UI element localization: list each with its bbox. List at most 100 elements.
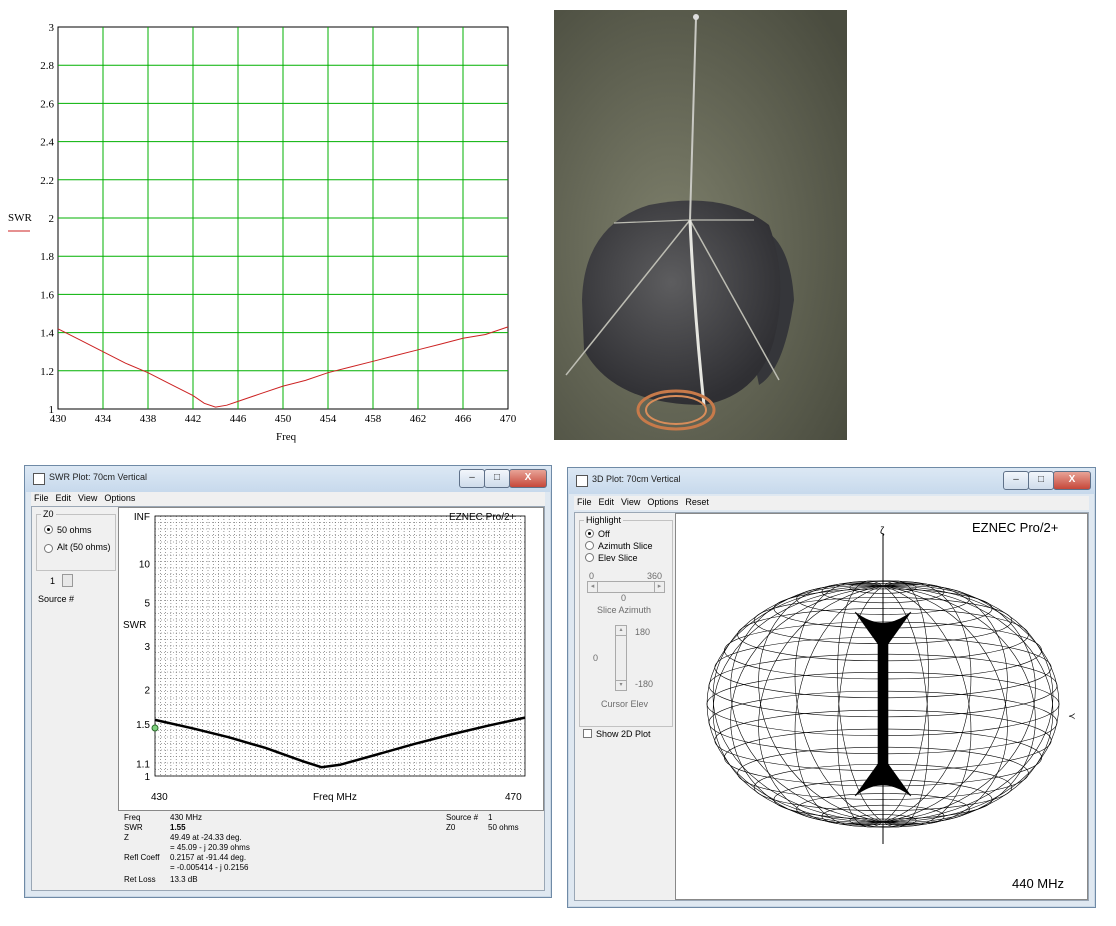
chart-grid <box>58 27 508 409</box>
plot3d-window: 3D Plot: 70cm Vertical – □ X File Edit Vie… <box>567 467 1096 908</box>
swr-y-tick-label: INF <box>134 512 150 523</box>
menu-file[interactable]: File <box>577 497 592 507</box>
x-min-label: 430 <box>151 792 168 803</box>
close-button[interactable]: X <box>1053 471 1091 490</box>
app-icon <box>33 473 45 485</box>
x-tick-label: 462 <box>410 413 427 425</box>
y-tick-label: 2.2 <box>40 175 54 187</box>
menu-file[interactable]: File <box>34 493 49 503</box>
radio-icon <box>585 541 594 550</box>
plot3d-menubar: File Edit View Options Reset <box>574 496 1089 510</box>
slider-right-arrow-icon[interactable]: ▸ <box>654 582 664 592</box>
plot-dot-grid <box>154 515 526 777</box>
swr-y-tick-label: 5 <box>144 599 150 610</box>
plot3d-window-title: 3D Plot: 70cm Vertical <box>592 474 681 484</box>
swr-y-tick-label: 1.1 <box>136 760 150 771</box>
info-source-label: Source # <box>446 813 479 822</box>
y-tick-label: 1.4 <box>40 328 54 340</box>
y-axis-title: SWR <box>123 620 146 631</box>
x-axis-marker: ≺ <box>1068 711 1076 721</box>
y-axis-label: SWR <box>8 212 33 224</box>
maximize-button[interactable]: □ <box>1028 471 1054 490</box>
slider-left-arrow-icon[interactable]: ◂ <box>588 582 598 592</box>
3d-pattern-plot: EZNEC Pro/2+ ζ ≺ 440 MHz <box>706 520 1076 891</box>
menu-options[interactable]: Options <box>647 497 679 507</box>
swr-y-tick-label: 10 <box>139 559 151 570</box>
info-refl-value1: 0.2157 at -91.44 deg. <box>170 853 247 862</box>
x-tick-label: 466 <box>455 413 472 425</box>
y-tick-label: 2.6 <box>40 98 54 110</box>
swr-y-tick-label: 1 <box>144 772 150 783</box>
z0-option-alt[interactable]: Alt (50 ohms) <box>44 542 112 553</box>
radio-icon <box>585 529 594 538</box>
y-tick-label: 1.2 <box>40 366 54 378</box>
info-source-value: 1 <box>488 813 493 822</box>
menu-view[interactable]: View <box>621 497 641 507</box>
slider-up-arrow-icon[interactable]: ▴ <box>616 626 626 636</box>
frequency-label: 440 MHz <box>1012 876 1064 891</box>
checkbox-icon <box>583 729 592 738</box>
radio-icon <box>44 525 53 534</box>
azimuth-slice-option[interactable]: Azimuth Slice <box>585 541 653 551</box>
slider-down-arrow-icon[interactable]: ▾ <box>616 680 626 690</box>
z-axis-marker: ζ <box>880 526 885 537</box>
x-tick-label: 454 <box>320 413 337 425</box>
source-spinner[interactable]: 1 <box>50 574 73 587</box>
swr-info-panel: Freq 430 MHz SWR 1.55 Z 49.49 at -24.33 … <box>118 811 542 889</box>
info-freq-value: 430 MHz <box>170 813 203 822</box>
app-icon <box>576 475 588 487</box>
info-freq-label: Freq <box>124 813 141 822</box>
radio-icon <box>44 544 53 553</box>
y-tick-label: 2.4 <box>40 137 54 149</box>
menu-edit[interactable]: Edit <box>55 493 72 503</box>
el-value: 0 <box>593 653 599 663</box>
x-tick-labels: 430 434 438 442 446 450 454 458 462 466 470 <box>50 413 517 425</box>
x-tick-label: 458 <box>365 413 382 425</box>
x-tick-label: 446 <box>230 413 247 425</box>
el-label: Cursor Elev <box>601 699 649 709</box>
maximize-button[interactable]: □ <box>484 469 510 488</box>
x-tick-label: 434 <box>95 413 112 425</box>
az-max-label: 360 <box>647 571 663 581</box>
swr-plot: EZNEC Pro/2+ SWR INF 10 5 3 2 1.5 1.11 430 Fre… <box>123 512 526 803</box>
plot3d-window-titlebar[interactable]: 3D Plot: 70cm Vertical – □ X <box>568 468 1095 494</box>
menu-edit[interactable]: Edit <box>598 497 615 507</box>
menu-reset[interactable]: Reset <box>685 497 709 507</box>
y-tick-label: 2 <box>49 213 55 225</box>
radio-icon <box>585 553 594 562</box>
close-button[interactable]: X <box>509 469 547 488</box>
swr-client-area: Z0 50 ohms Alt (50 ohms) 1 Source # EZNE… <box>31 506 545 891</box>
swr-curve <box>154 716 526 769</box>
info-swr-value: 1.55 <box>170 823 186 832</box>
info-ret-label: Ret Loss <box>124 875 156 884</box>
azimuth-slider[interactable]: ◂ ▸ <box>587 581 665 593</box>
x-tick-label: 450 <box>275 413 292 425</box>
el-min-label: -180 <box>635 679 654 689</box>
az-label: Slice Azimuth <box>597 605 652 615</box>
minimize-button[interactable]: – <box>1003 471 1029 490</box>
highlight-off-option[interactable]: Off <box>585 529 610 539</box>
info-z0-label: Z0 <box>446 823 456 832</box>
swr-window-titlebar[interactable]: SWR Plot: 70cm Vertical – □ X <box>25 466 551 492</box>
plot3d-panel: EZNEC Pro/2+ ζ ≺ 440 MHz <box>675 513 1088 900</box>
elev-slice-option[interactable]: Elev Slice <box>585 553 638 563</box>
info-ret-value: 13.3 dB <box>170 875 198 884</box>
minimize-button[interactable]: – <box>459 469 485 488</box>
swr-plot-window: SWR Plot: 70cm Vertical – □ X File Edit Vi… <box>24 465 552 898</box>
elevation-slider[interactable]: ▴ ▾ <box>615 625 627 691</box>
info-z-label: Z <box>124 833 129 842</box>
show-2d-plot-checkbox[interactable]: Show 2D Plot <box>583 729 651 739</box>
brand-label: EZNEC Pro/2+ <box>449 512 516 523</box>
z0-option-50[interactable]: 50 ohms <box>44 525 92 535</box>
az-min-label: 0 <box>589 571 595 581</box>
menu-options[interactable]: Options <box>104 493 136 503</box>
spinner-arrows-icon[interactable] <box>61 574 73 587</box>
swr-y-tick-label: 1.5 <box>136 720 150 731</box>
info-refl-label: Refl Coeff <box>124 853 160 862</box>
swr-plot-panel: EZNEC Pro/2+ SWR INF 10 5 3 2 1.5 1.1 1 430 Fre… <box>118 507 544 811</box>
menu-view[interactable]: View <box>78 493 98 503</box>
cursor-marker[interactable] <box>151 724 159 732</box>
az-value: 0 <box>621 593 627 603</box>
x-tick-label: 430 <box>50 413 67 425</box>
antenna-photo <box>554 10 847 440</box>
